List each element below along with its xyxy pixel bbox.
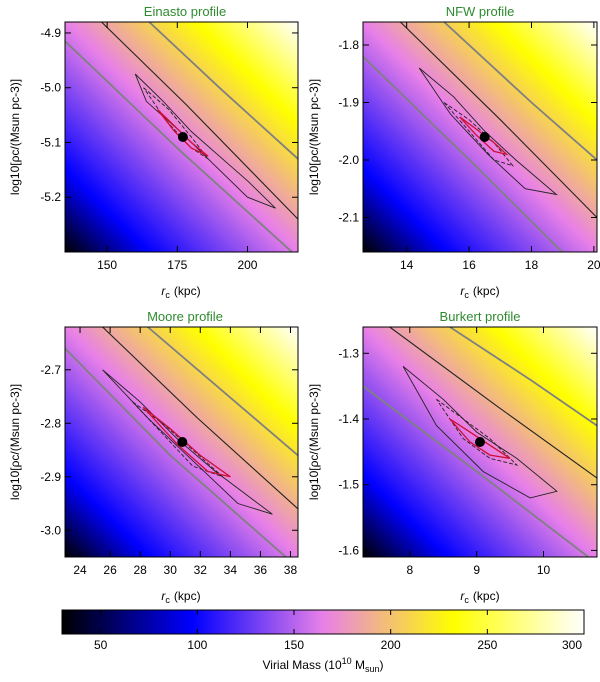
y-tick-label: -1.9 xyxy=(338,96,359,110)
plot-frame xyxy=(64,21,299,253)
x-tick-label: 36 xyxy=(254,563,268,577)
y-tick-label: -2.9 xyxy=(40,470,61,484)
confidence-contour-dashed xyxy=(436,398,519,466)
colorbar-tick-label: 200 xyxy=(381,638,401,652)
x-tick-label: 16 xyxy=(462,258,476,272)
x-tick-label: 26 xyxy=(103,563,117,577)
virial-mass-line xyxy=(443,22,597,161)
colorbar-tick-label: 150 xyxy=(284,638,304,652)
virial-mass-line xyxy=(389,327,597,479)
confidence-contour-outer xyxy=(134,73,276,209)
virial-mass-line xyxy=(65,40,294,252)
x-tick-label: 30 xyxy=(164,563,178,577)
x-axis-label: rc (kpc) xyxy=(161,589,200,605)
x-axis-label: rc (kpc) xyxy=(460,589,499,605)
best-fit-point xyxy=(177,132,188,142)
confidence-contour-red xyxy=(157,109,209,157)
virial-mass-line xyxy=(101,22,298,220)
virial-mass-line xyxy=(148,22,298,160)
x-tick-label: 9 xyxy=(473,563,480,577)
panel-title: Einasto profile xyxy=(144,4,226,19)
panel-moore: Moore profile 24 26 28 30 32 34 36 38 -3.0 -2.9 -2… xyxy=(8,309,299,605)
y-tick-label: -1.4 xyxy=(338,412,359,426)
confidence-contour-dashed xyxy=(443,102,515,167)
x-tick-label: 38 xyxy=(284,563,298,577)
colorbar: 50 100 150 200 250 300 Virial Mass (1010 Msun… xyxy=(61,609,585,674)
x-tick-label: 8 xyxy=(406,563,413,577)
y-axis-label: log10[ρc/(Msun pc-3)] xyxy=(307,384,321,500)
virial-mass-line xyxy=(65,347,288,557)
y-tick-label: -3.0 xyxy=(40,523,61,537)
x-tick-label: 18 xyxy=(525,258,539,272)
y-axis-label: log10[ρc/(Msun pc-3)] xyxy=(8,79,22,195)
virial-mass-line xyxy=(363,55,564,252)
virial-mass-line xyxy=(102,327,298,510)
confidence-contour-red xyxy=(142,406,231,478)
panel-title: Burkert profile xyxy=(440,309,521,324)
best-fit-point xyxy=(177,437,188,447)
x-tick-label: 200 xyxy=(237,258,257,272)
panel-nfw: NFW profile 14 16 18 20 -2.1 -2.0 -1.9 -1.8 rc(… xyxy=(307,4,600,300)
y-tick-label: -1.6 xyxy=(338,543,359,557)
colorbar-gradient xyxy=(61,609,585,635)
y-tick-label: -1.3 xyxy=(338,346,359,360)
y-axis-label: log10[ρc/(Msun pc-3)] xyxy=(307,79,321,195)
y-tick-label: -2.0 xyxy=(338,153,359,167)
confidence-contour-outer xyxy=(418,67,558,196)
y-tick-label: -2.1 xyxy=(338,211,359,225)
x-tick-label: 175 xyxy=(167,258,187,272)
panel-title: Moore profile xyxy=(147,309,223,324)
x-axis-label: rc (kpc) xyxy=(161,284,200,300)
virial-mass-line xyxy=(147,327,298,457)
confidence-contour-red xyxy=(459,116,509,156)
x-tick-label: 14 xyxy=(400,258,414,272)
panel-burkert: Burkert profile 8 9 10 -1.6 -1.5 -1.4 -1.3 rc(… xyxy=(307,309,598,605)
plot-frame xyxy=(362,326,598,558)
x-tick-label: 24 xyxy=(73,563,87,577)
colorbar-label: Virial Mass (1010 Msun) xyxy=(262,656,383,674)
y-tick-label: -4.9 xyxy=(40,26,61,40)
virial-mass-line xyxy=(363,385,590,557)
confidence-contour-red xyxy=(449,418,511,460)
colorbar-tick-label: 100 xyxy=(187,638,207,652)
y-tick-label: -1.8 xyxy=(338,38,359,52)
colorbar-tick-label: 300 xyxy=(562,638,582,652)
y-tick-label: -1.5 xyxy=(338,478,359,492)
x-tick-label: 32 xyxy=(194,563,208,577)
virial-mass-line xyxy=(400,22,597,218)
x-tick-label: 34 xyxy=(224,563,238,577)
panel-title: NFW profile xyxy=(446,4,515,19)
x-tick-label: 20 xyxy=(587,258,600,272)
y-tick-label: -5.1 xyxy=(40,135,61,149)
y-axis-label: log10[ρc/(Msun pc-3)] xyxy=(8,384,22,500)
y-tick-label: -5.0 xyxy=(40,81,61,95)
best-fit-point xyxy=(475,437,485,447)
virial-mass-line xyxy=(449,327,597,427)
x-axis-label: rc (kpc) xyxy=(460,284,499,300)
confidence-contour-outer xyxy=(402,366,558,499)
y-tick-label: -2.7 xyxy=(40,363,61,377)
best-fit-point xyxy=(479,132,490,142)
colorbar-tick-label: 50 xyxy=(94,638,108,652)
panel-einasto: Einasto profile 150 175 200 -5.2 -5.1 -5.0 -4.… xyxy=(8,4,299,300)
y-tick-label: -5.2 xyxy=(40,190,61,204)
x-tick-label: 150 xyxy=(97,258,117,272)
plot-frame xyxy=(362,21,598,253)
x-tick-label: 10 xyxy=(537,563,551,577)
y-tick-label: -2.8 xyxy=(40,416,61,430)
colorbar-tick-label: 250 xyxy=(477,638,497,652)
plot-frame xyxy=(64,326,299,558)
x-tick-label: 28 xyxy=(133,563,147,577)
